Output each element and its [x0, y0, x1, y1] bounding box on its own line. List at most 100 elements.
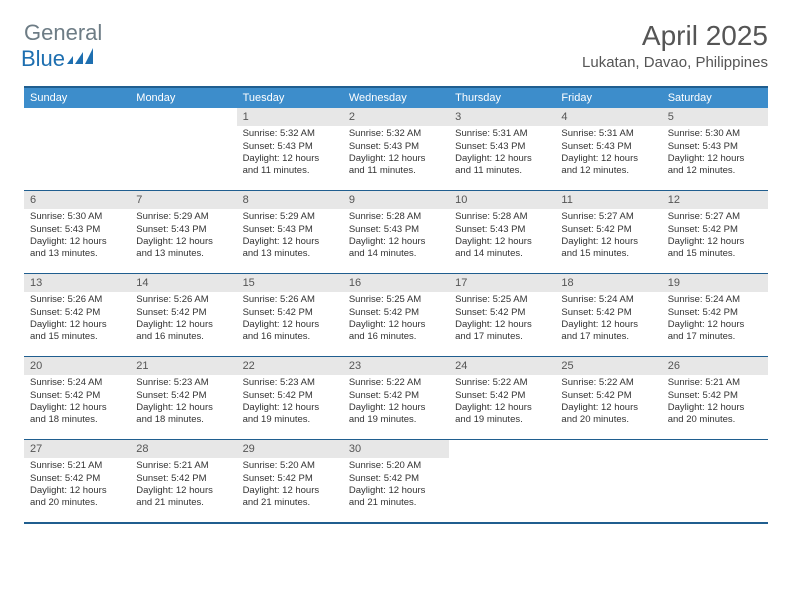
sunset-text: Sunset: 5:42 PM — [243, 473, 337, 485]
day-body: Sunrise: 5:24 AMSunset: 5:42 PMDaylight:… — [555, 292, 661, 347]
day-body — [130, 126, 236, 132]
sunset-text: Sunset: 5:42 PM — [30, 473, 124, 485]
day-number: 14 — [130, 274, 236, 292]
day-body — [555, 458, 661, 464]
daylight-text: Daylight: 12 hours and 20 minutes. — [561, 402, 655, 427]
calendar-cell: 4Sunrise: 5:31 AMSunset: 5:43 PMDaylight… — [555, 108, 661, 190]
day-number: 21 — [130, 357, 236, 375]
daylight-text: Daylight: 12 hours and 21 minutes. — [243, 485, 337, 510]
calendar-cell — [555, 440, 661, 522]
day-body: Sunrise: 5:26 AMSunset: 5:42 PMDaylight:… — [24, 292, 130, 347]
calendar-cell: 27Sunrise: 5:21 AMSunset: 5:42 PMDayligh… — [24, 440, 130, 522]
daylight-text: Daylight: 12 hours and 21 minutes. — [136, 485, 230, 510]
day-body: Sunrise: 5:22 AMSunset: 5:42 PMDaylight:… — [555, 375, 661, 430]
day-body: Sunrise: 5:30 AMSunset: 5:43 PMDaylight:… — [24, 209, 130, 264]
daylight-text: Daylight: 12 hours and 15 minutes. — [668, 236, 762, 261]
calendar-cell: 9Sunrise: 5:28 AMSunset: 5:43 PMDaylight… — [343, 191, 449, 273]
calendar-cell: 2Sunrise: 5:32 AMSunset: 5:43 PMDaylight… — [343, 108, 449, 190]
day-number: 4 — [555, 108, 661, 126]
sunrise-text: Sunrise: 5:24 AM — [561, 294, 655, 306]
calendar-cell: 23Sunrise: 5:22 AMSunset: 5:42 PMDayligh… — [343, 357, 449, 439]
day-header: Wednesday — [343, 88, 449, 108]
calendar-cell: 8Sunrise: 5:29 AMSunset: 5:43 PMDaylight… — [237, 191, 343, 273]
sunset-text: Sunset: 5:43 PM — [243, 224, 337, 236]
calendar-cell: 5 Sunrise: 5:30 AMSunset: 5:43 PMDaylight… — [662, 108, 768, 190]
calendar-cell: 11Sunrise: 5:27 AMSunset: 5:42 PMDayligh… — [555, 191, 661, 273]
sunrise-text: Sunrise: 5:22 AM — [455, 377, 549, 389]
calendar-cell: 21Sunrise: 5:23 AMSunset: 5:42 PMDayligh… — [130, 357, 236, 439]
calendar-cell: 10Sunrise: 5:28 AMSunset: 5:43 PMDayligh… — [449, 191, 555, 273]
sunset-text: Sunset: 5:43 PM — [668, 141, 762, 153]
calendar-cell: 7Sunrise: 5:29 AMSunset: 5:43 PMDaylight… — [130, 191, 236, 273]
calendar: Sunday Monday Tuesday Wednesday Thursday… — [24, 86, 768, 524]
sunset-text: Sunset: 5:42 PM — [30, 390, 124, 402]
day-number: 26 — [662, 357, 768, 375]
daylight-text: Daylight: 12 hours and 14 minutes. — [455, 236, 549, 261]
sunset-text: Sunset: 5:43 PM — [349, 224, 443, 236]
daylight-text: Daylight: 12 hours and 17 minutes. — [455, 319, 549, 344]
calendar-cell: 25Sunrise: 5:22 AMSunset: 5:42 PMDayligh… — [555, 357, 661, 439]
day-body: Sunrise: 5:32 AMSunset: 5:43 PMDaylight:… — [237, 126, 343, 181]
daylight-text: Daylight: 12 hours and 18 minutes. — [136, 402, 230, 427]
sunset-text: Sunset: 5:42 PM — [561, 307, 655, 319]
sunset-text: Sunset: 5:43 PM — [561, 141, 655, 153]
day-number: 2 — [343, 108, 449, 126]
calendar-week: 6Sunrise: 5:30 AMSunset: 5:43 PMDaylight… — [24, 190, 768, 273]
calendar-cell: 22Sunrise: 5:23 AMSunset: 5:42 PMDayligh… — [237, 357, 343, 439]
calendar-week: 13Sunrise: 5:26 AMSunset: 5:42 PMDayligh… — [24, 273, 768, 356]
day-header: Tuesday — [237, 88, 343, 108]
daylight-text: Daylight: 12 hours and 17 minutes. — [668, 319, 762, 344]
day-number: 12 — [662, 191, 768, 209]
daylight-text: Daylight: 12 hours and 13 minutes. — [30, 236, 124, 261]
calendar-cell — [662, 440, 768, 522]
day-body: Sunrise: 5:26 AMSunset: 5:42 PMDaylight:… — [130, 292, 236, 347]
day-number: 25 — [555, 357, 661, 375]
day-number: 17 — [449, 274, 555, 292]
day-number: 10 — [449, 191, 555, 209]
day-number: 23 — [343, 357, 449, 375]
sunrise-text: Sunrise: 5:21 AM — [668, 377, 762, 389]
sunrise-text: Sunrise: 5:30 AM — [30, 211, 124, 223]
sunrise-text: Sunrise: 5:32 AM — [349, 128, 443, 140]
logo: General Blue — [24, 20, 102, 72]
day-number: 5 — [662, 108, 768, 126]
day-number: 13 — [24, 274, 130, 292]
logo-word1: General — [24, 20, 102, 45]
daylight-text: Daylight: 12 hours and 11 minutes. — [455, 153, 549, 178]
day-number: 29 — [237, 440, 343, 458]
day-number: 16 — [343, 274, 449, 292]
daylight-text: Daylight: 12 hours and 12 minutes. — [668, 153, 762, 178]
calendar-cell — [130, 108, 236, 190]
sunrise-text: Sunrise: 5:27 AM — [561, 211, 655, 223]
sunrise-text: Sunrise: 5:25 AM — [455, 294, 549, 306]
daylight-text: Daylight: 12 hours and 14 minutes. — [349, 236, 443, 261]
day-body — [24, 126, 130, 132]
day-header: Thursday — [449, 88, 555, 108]
day-body: Sunrise: 5:31 AMSunset: 5:43 PMDaylight:… — [555, 126, 661, 181]
sunset-text: Sunset: 5:42 PM — [136, 473, 230, 485]
sunrise-text: Sunrise: 5:21 AM — [136, 460, 230, 472]
sunset-text: Sunset: 5:43 PM — [349, 141, 443, 153]
day-body: Sunrise: 5:28 AMSunset: 5:43 PMDaylight:… — [449, 209, 555, 264]
sunrise-text: Sunrise: 5:29 AM — [136, 211, 230, 223]
calendar-week: 1Sunrise: 5:32 AMSunset: 5:43 PMDaylight… — [24, 108, 768, 190]
sunset-text: Sunset: 5:42 PM — [455, 390, 549, 402]
calendar-cell: 18Sunrise: 5:24 AMSunset: 5:42 PMDayligh… — [555, 274, 661, 356]
day-body: Sunrise: 5:31 AMSunset: 5:43 PMDaylight:… — [449, 126, 555, 181]
sunset-text: Sunset: 5:42 PM — [349, 307, 443, 319]
calendar-cell: 12Sunrise: 5:27 AMSunset: 5:42 PMDayligh… — [662, 191, 768, 273]
day-body: Sunrise: 5:29 AMSunset: 5:43 PMDaylight:… — [237, 209, 343, 264]
daylight-text: Daylight: 12 hours and 19 minutes. — [455, 402, 549, 427]
calendar-cell: 30Sunrise: 5:20 AMSunset: 5:42 PMDayligh… — [343, 440, 449, 522]
sunrise-text: Sunrise: 5:25 AM — [349, 294, 443, 306]
calendar-week: 27Sunrise: 5:21 AMSunset: 5:42 PMDayligh… — [24, 439, 768, 522]
sunset-text: Sunset: 5:43 PM — [136, 224, 230, 236]
day-number: 8 — [237, 191, 343, 209]
day-body: Sunrise: 5:28 AMSunset: 5:43 PMDaylight:… — [343, 209, 449, 264]
day-number: 3 — [449, 108, 555, 126]
calendar-cell: 1Sunrise: 5:32 AMSunset: 5:43 PMDaylight… — [237, 108, 343, 190]
sunset-text: Sunset: 5:42 PM — [30, 307, 124, 319]
calendar-cell: 16Sunrise: 5:25 AMSunset: 5:42 PMDayligh… — [343, 274, 449, 356]
sunrise-text: Sunrise: 5:30 AM — [668, 128, 762, 140]
calendar-cell: 28Sunrise: 5:21 AMSunset: 5:42 PMDayligh… — [130, 440, 236, 522]
